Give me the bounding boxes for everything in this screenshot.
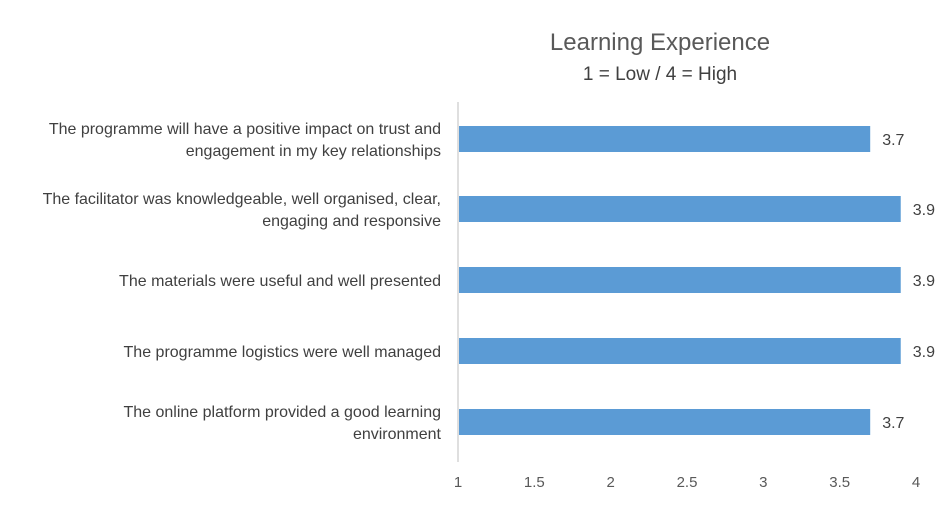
data-label-4: 3.9 (913, 344, 935, 361)
category-label-line: The programme will have a positive impac… (49, 121, 441, 138)
x-tick-label: 3 (759, 474, 767, 491)
category-label-line: engaging and responsive (262, 213, 441, 230)
chart-subtitle: 1 = Low / 4 = High (583, 64, 737, 85)
x-tick-label: 2.5 (677, 474, 698, 491)
bar-2 (459, 196, 901, 222)
category-label-line: The facilitator was knowledgeable, well … (43, 191, 441, 208)
category-label-line: The materials were useful and well prese… (119, 273, 441, 290)
x-tick-label: 1.5 (524, 474, 545, 491)
bar-3 (459, 267, 901, 293)
category-label-line: environment (353, 426, 442, 443)
category-label-2: The facilitator was knowledgeable, well … (43, 191, 442, 230)
category-label-line: The programme logistics were well manage… (124, 344, 441, 361)
bars-group (459, 126, 901, 435)
category-label-line: engagement in my key relationships (186, 143, 441, 160)
x-tick-label: 1 (454, 474, 462, 491)
data-label-1: 3.7 (882, 132, 904, 149)
x-tick-label: 4 (912, 474, 920, 491)
chart-title: Learning Experience (550, 29, 770, 56)
category-label-5: The online platform provided a good lear… (123, 404, 441, 443)
bar-4 (459, 338, 901, 364)
category-labels: The programme will have a positive impac… (43, 121, 442, 443)
bar-5 (459, 409, 871, 435)
data-label-3: 3.9 (913, 273, 935, 290)
x-tick-label: 3.5 (829, 474, 850, 491)
category-label-1: The programme will have a positive impac… (49, 121, 441, 160)
data-label-5: 3.7 (882, 415, 904, 432)
x-axis-ticks: 1 1.5 2 2.5 3 3.5 4 (454, 474, 920, 491)
x-tick-label: 2 (606, 474, 614, 491)
category-label-3: The materials were useful and well prese… (119, 273, 441, 290)
category-label-line: The online platform provided a good lear… (123, 404, 441, 421)
data-label-2: 3.9 (913, 202, 935, 219)
category-label-4: The programme logistics were well manage… (124, 344, 441, 361)
data-labels: 3.7 3.9 3.9 3.9 3.7 (882, 132, 935, 432)
bar-1 (459, 126, 871, 152)
